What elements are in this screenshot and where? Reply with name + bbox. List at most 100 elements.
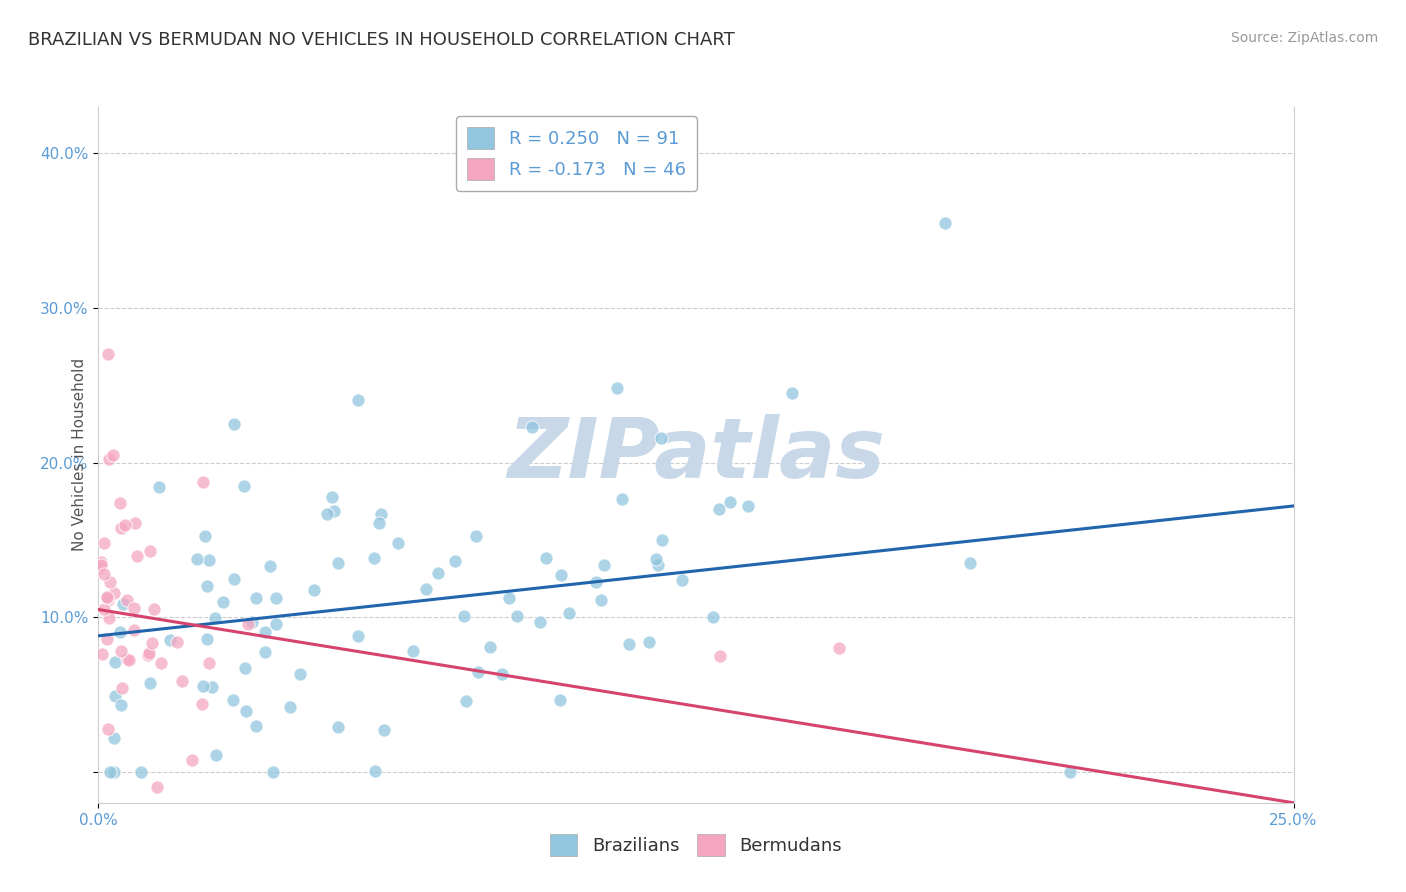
Point: [90, 558, 112, 572]
Point: [347, 392, 370, 407]
Point: [117, 593, 139, 607]
Point: [259, 559, 281, 574]
Point: [373, 723, 395, 737]
Point: [550, 567, 572, 582]
Point: [236, 616, 259, 631]
Point: [363, 550, 385, 565]
Point: [204, 611, 226, 625]
Point: [108, 496, 131, 510]
Point: [245, 718, 267, 732]
Point: [104, 655, 127, 669]
Point: [290, 666, 312, 681]
Point: [647, 558, 669, 572]
Point: [111, 598, 134, 612]
Point: [453, 609, 475, 624]
Point: [98, 764, 121, 779]
Point: [644, 551, 666, 566]
Point: [959, 556, 981, 570]
Point: [197, 579, 219, 593]
Point: [96, 591, 118, 605]
Point: [96, 591, 118, 606]
Point: [709, 501, 731, 516]
Point: [212, 595, 235, 609]
Point: [159, 633, 181, 648]
Point: [368, 516, 391, 530]
Point: [150, 656, 173, 670]
Point: [115, 651, 138, 665]
Point: [122, 601, 145, 615]
Point: [104, 690, 127, 704]
Point: [266, 591, 288, 606]
Point: [103, 731, 125, 745]
Point: [166, 635, 188, 649]
Point: [828, 641, 851, 656]
Point: [322, 503, 344, 517]
Point: [737, 500, 759, 514]
Point: [589, 593, 612, 607]
Point: [195, 632, 218, 646]
Point: [253, 645, 276, 659]
Point: [191, 475, 214, 489]
Point: [321, 491, 343, 505]
Point: [138, 544, 160, 558]
Point: [558, 606, 581, 620]
Point: [253, 625, 276, 640]
Point: [444, 554, 467, 568]
Point: [637, 635, 659, 649]
Point: [467, 665, 489, 679]
Point: [534, 551, 557, 566]
Text: BRAZILIAN VS BERMUDAN NO VEHICLES IN HOUSEHOLD CORRELATION CHART: BRAZILIAN VS BERMUDAN NO VEHICLES IN HOU…: [28, 31, 735, 49]
Point: [110, 643, 132, 657]
Point: [110, 521, 132, 535]
Point: [593, 558, 616, 572]
Point: [402, 644, 425, 658]
Point: [224, 572, 246, 586]
Point: [610, 491, 633, 506]
Point: [934, 216, 956, 230]
Point: [108, 625, 131, 640]
Point: [98, 451, 121, 466]
Point: [101, 448, 124, 462]
Point: [222, 417, 245, 431]
Point: [124, 623, 146, 637]
Point: [364, 764, 387, 779]
Point: [529, 615, 551, 629]
Point: [136, 648, 159, 663]
Point: [548, 693, 571, 707]
Point: [97, 347, 120, 361]
Point: [148, 480, 170, 494]
Point: [141, 636, 163, 650]
Point: [780, 386, 803, 401]
Point: [93, 602, 115, 616]
Point: [186, 552, 208, 566]
Point: [520, 420, 543, 434]
Point: [245, 591, 267, 605]
Point: [671, 573, 693, 587]
Y-axis label: No Vehicles in Household: No Vehicles in Household: [72, 359, 87, 551]
Point: [110, 698, 132, 712]
Point: [326, 720, 349, 734]
Point: [415, 582, 437, 596]
Point: [93, 536, 115, 550]
Text: ZIPatlas: ZIPatlas: [508, 415, 884, 495]
Point: [89, 560, 111, 574]
Point: [114, 518, 136, 533]
Point: [97, 593, 120, 607]
Point: [718, 494, 741, 508]
Point: [129, 764, 152, 779]
Point: [387, 536, 409, 550]
Point: [198, 656, 221, 670]
Point: [370, 508, 392, 522]
Point: [124, 516, 146, 530]
Point: [91, 647, 114, 661]
Point: [264, 616, 287, 631]
Point: [304, 583, 326, 598]
Point: [190, 698, 212, 712]
Point: [427, 566, 450, 581]
Point: [197, 553, 219, 567]
Point: [90, 555, 112, 569]
Point: [346, 629, 368, 643]
Point: [585, 575, 607, 590]
Point: [125, 549, 148, 563]
Point: [201, 681, 224, 695]
